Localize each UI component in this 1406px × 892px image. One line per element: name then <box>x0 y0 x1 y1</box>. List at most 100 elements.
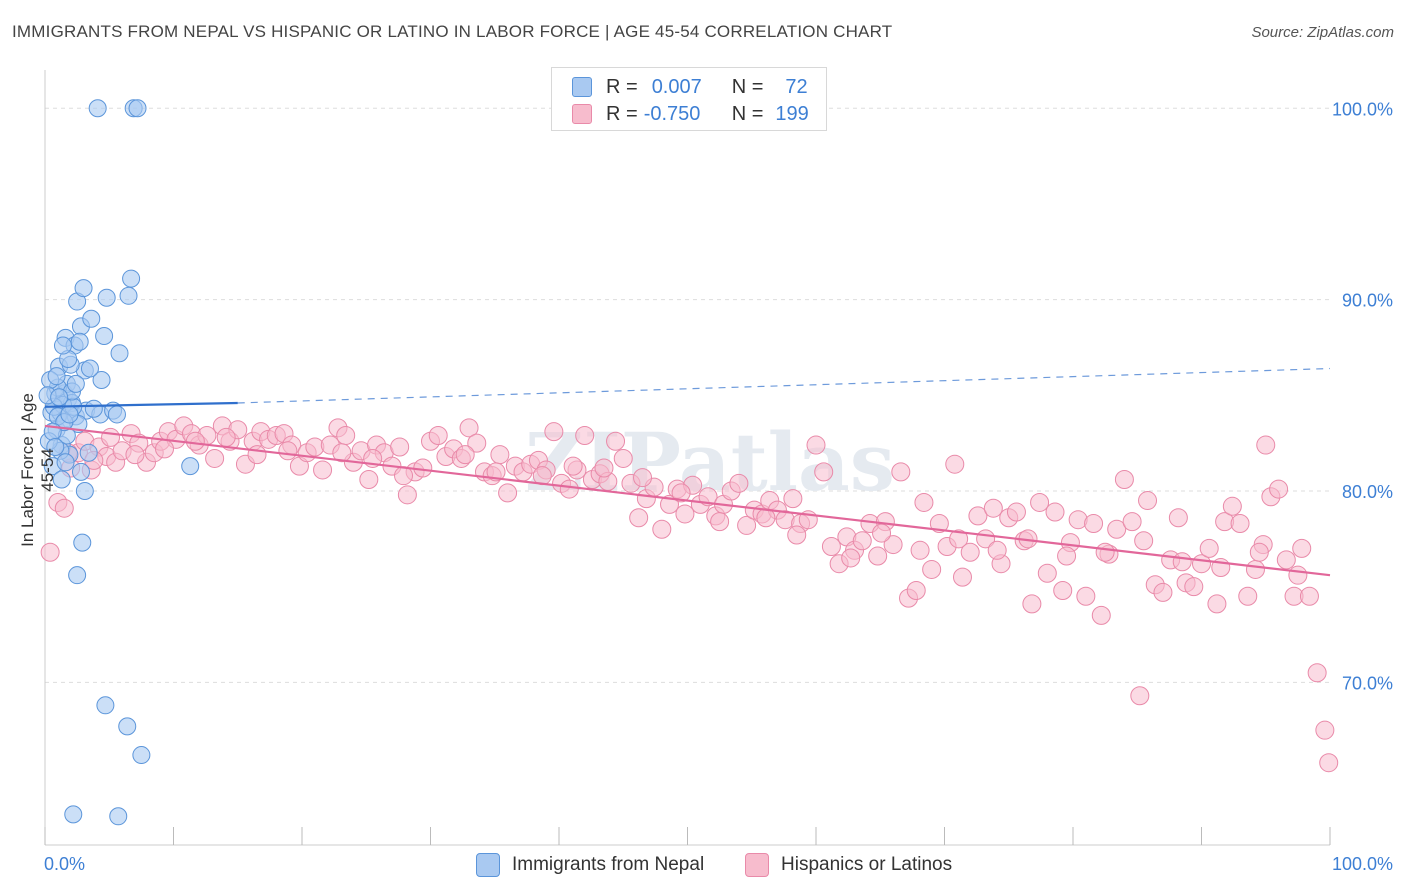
nepal-point <box>75 481 94 500</box>
legend-n-value: 199 <box>775 102 809 125</box>
nepal-point <box>74 279 93 298</box>
hispanic-point <box>1172 552 1192 572</box>
legend-r-value: 0.007 <box>651 75 702 98</box>
hispanic-point <box>544 422 564 442</box>
nepal-point <box>181 457 200 476</box>
hispanic-point <box>1030 492 1050 512</box>
legend-swatch-pink <box>572 104 592 124</box>
hispanic-point <box>852 531 872 551</box>
hispanic-point <box>498 483 518 503</box>
hispanic-point <box>1256 435 1276 455</box>
hispanic-point <box>1307 663 1327 683</box>
hispanic-point <box>1249 542 1269 562</box>
hispanic-point <box>1245 559 1265 579</box>
hispanic-point <box>359 470 379 490</box>
hispanic-point <box>467 433 487 453</box>
nepal-point <box>71 462 90 481</box>
hispanic-point <box>486 462 506 482</box>
hispanic-point <box>883 535 903 555</box>
hispanic-point <box>1199 538 1219 558</box>
legend-r-label: R = <box>606 75 638 98</box>
chart-title: IMMIGRANTS FROM NEPAL VS HISPANIC OR LAT… <box>12 22 893 41</box>
nepal-point <box>53 336 72 355</box>
hispanic-point <box>675 504 695 524</box>
legend-n-value: 72 <box>785 75 808 98</box>
bottom-swatch-pink <box>745 853 769 877</box>
hispanic-point <box>841 548 861 568</box>
hispanic-point <box>1057 546 1077 566</box>
hispanic-point <box>868 546 888 566</box>
hispanic-point <box>949 529 969 549</box>
hispanic-point <box>125 445 145 465</box>
nepal-point <box>60 405 79 424</box>
bottom-legend-label: Hispanics or Latinos <box>781 854 953 875</box>
hispanic-point <box>1269 479 1289 499</box>
legend-row-nepal: R = 0.007 N = 72 <box>572 75 808 99</box>
hispanic-point <box>575 425 595 445</box>
hispanic-point <box>1091 605 1111 625</box>
hispanic-point <box>710 512 730 532</box>
y-tick-label: 80.0% <box>1342 482 1393 502</box>
hispanic-point <box>960 542 980 562</box>
hispanic-point <box>205 448 225 468</box>
hispanic-point <box>983 498 1003 518</box>
y-tick-label: 90.0% <box>1342 291 1393 311</box>
nepal-point <box>79 443 98 462</box>
x-tick-label: 0.0% <box>44 854 85 874</box>
stats-legend: R = 0.007 N = 72 R = -0.750 N = 199 <box>551 67 827 131</box>
hispanic-point <box>54 498 74 518</box>
nepal-point <box>107 405 126 424</box>
legend-n-label: N = <box>731 75 764 98</box>
hispanic-point <box>594 458 614 478</box>
nepal-point <box>96 696 115 715</box>
hispanic-point <box>101 427 121 447</box>
nepal-point <box>119 286 138 305</box>
nepal-point <box>118 717 137 736</box>
hispanic-point <box>1114 470 1134 490</box>
hispanic-point <box>783 489 803 509</box>
hispanic-point <box>1138 491 1158 511</box>
hispanic-point <box>185 431 205 451</box>
hispanic-point <box>559 479 579 499</box>
hispanic-point <box>155 439 175 459</box>
hispanic-point <box>1184 577 1204 597</box>
legend-swatch-blue <box>572 77 592 97</box>
source-label: Source: ZipAtlas.com <box>1251 24 1394 41</box>
nepal-point <box>47 367 66 386</box>
nepal-point <box>88 99 107 118</box>
bottom-swatch-blue <box>476 853 500 877</box>
y-axis-label: In Labor Force | Age 45-54 <box>18 393 57 547</box>
hispanic-point <box>929 514 949 534</box>
hispanic-point <box>906 580 926 600</box>
hispanic-point <box>814 462 834 482</box>
hispanic-point <box>1230 514 1250 534</box>
legend-r-label: R = <box>606 102 638 125</box>
hispanic-point <box>397 485 417 505</box>
nepal-point <box>97 288 116 307</box>
hispanic-point <box>968 506 988 526</box>
nepal-point <box>82 309 101 328</box>
y-tick-label: 100.0% <box>1332 99 1393 119</box>
hispanic-point <box>1168 508 1188 528</box>
hispanic-point <box>1319 753 1339 773</box>
hispanic-point <box>1276 550 1296 570</box>
hispanic-point <box>606 431 626 451</box>
hispanic-point <box>787 525 807 545</box>
hispanic-point <box>1122 512 1142 532</box>
hispanic-point <box>945 454 965 474</box>
hispanic-trendline <box>44 424 1331 577</box>
hispanic-point <box>1084 514 1104 534</box>
x-tick-label: 100.0% <box>1332 854 1393 874</box>
hispanic-point <box>1130 686 1150 706</box>
hispanic-point <box>1045 502 1065 522</box>
hispanic-point <box>671 483 691 503</box>
nepal-point <box>73 533 92 552</box>
hispanic-point <box>1299 586 1319 606</box>
hispanic-point <box>428 425 448 445</box>
nepal-point <box>128 99 147 118</box>
hispanic-point <box>278 441 298 461</box>
nepal-point <box>80 359 99 378</box>
nepal-point <box>52 470 71 489</box>
hispanic-point <box>1053 580 1073 600</box>
hispanic-point <box>652 519 672 539</box>
